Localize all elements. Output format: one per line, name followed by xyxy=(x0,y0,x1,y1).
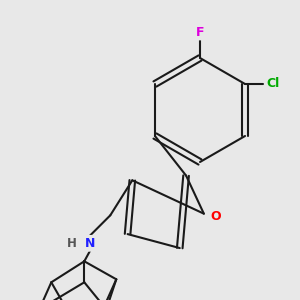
Text: N: N xyxy=(85,237,95,250)
Text: H: H xyxy=(68,237,77,250)
Text: F: F xyxy=(196,26,204,38)
Text: O: O xyxy=(211,210,221,223)
Text: Cl: Cl xyxy=(266,77,280,91)
